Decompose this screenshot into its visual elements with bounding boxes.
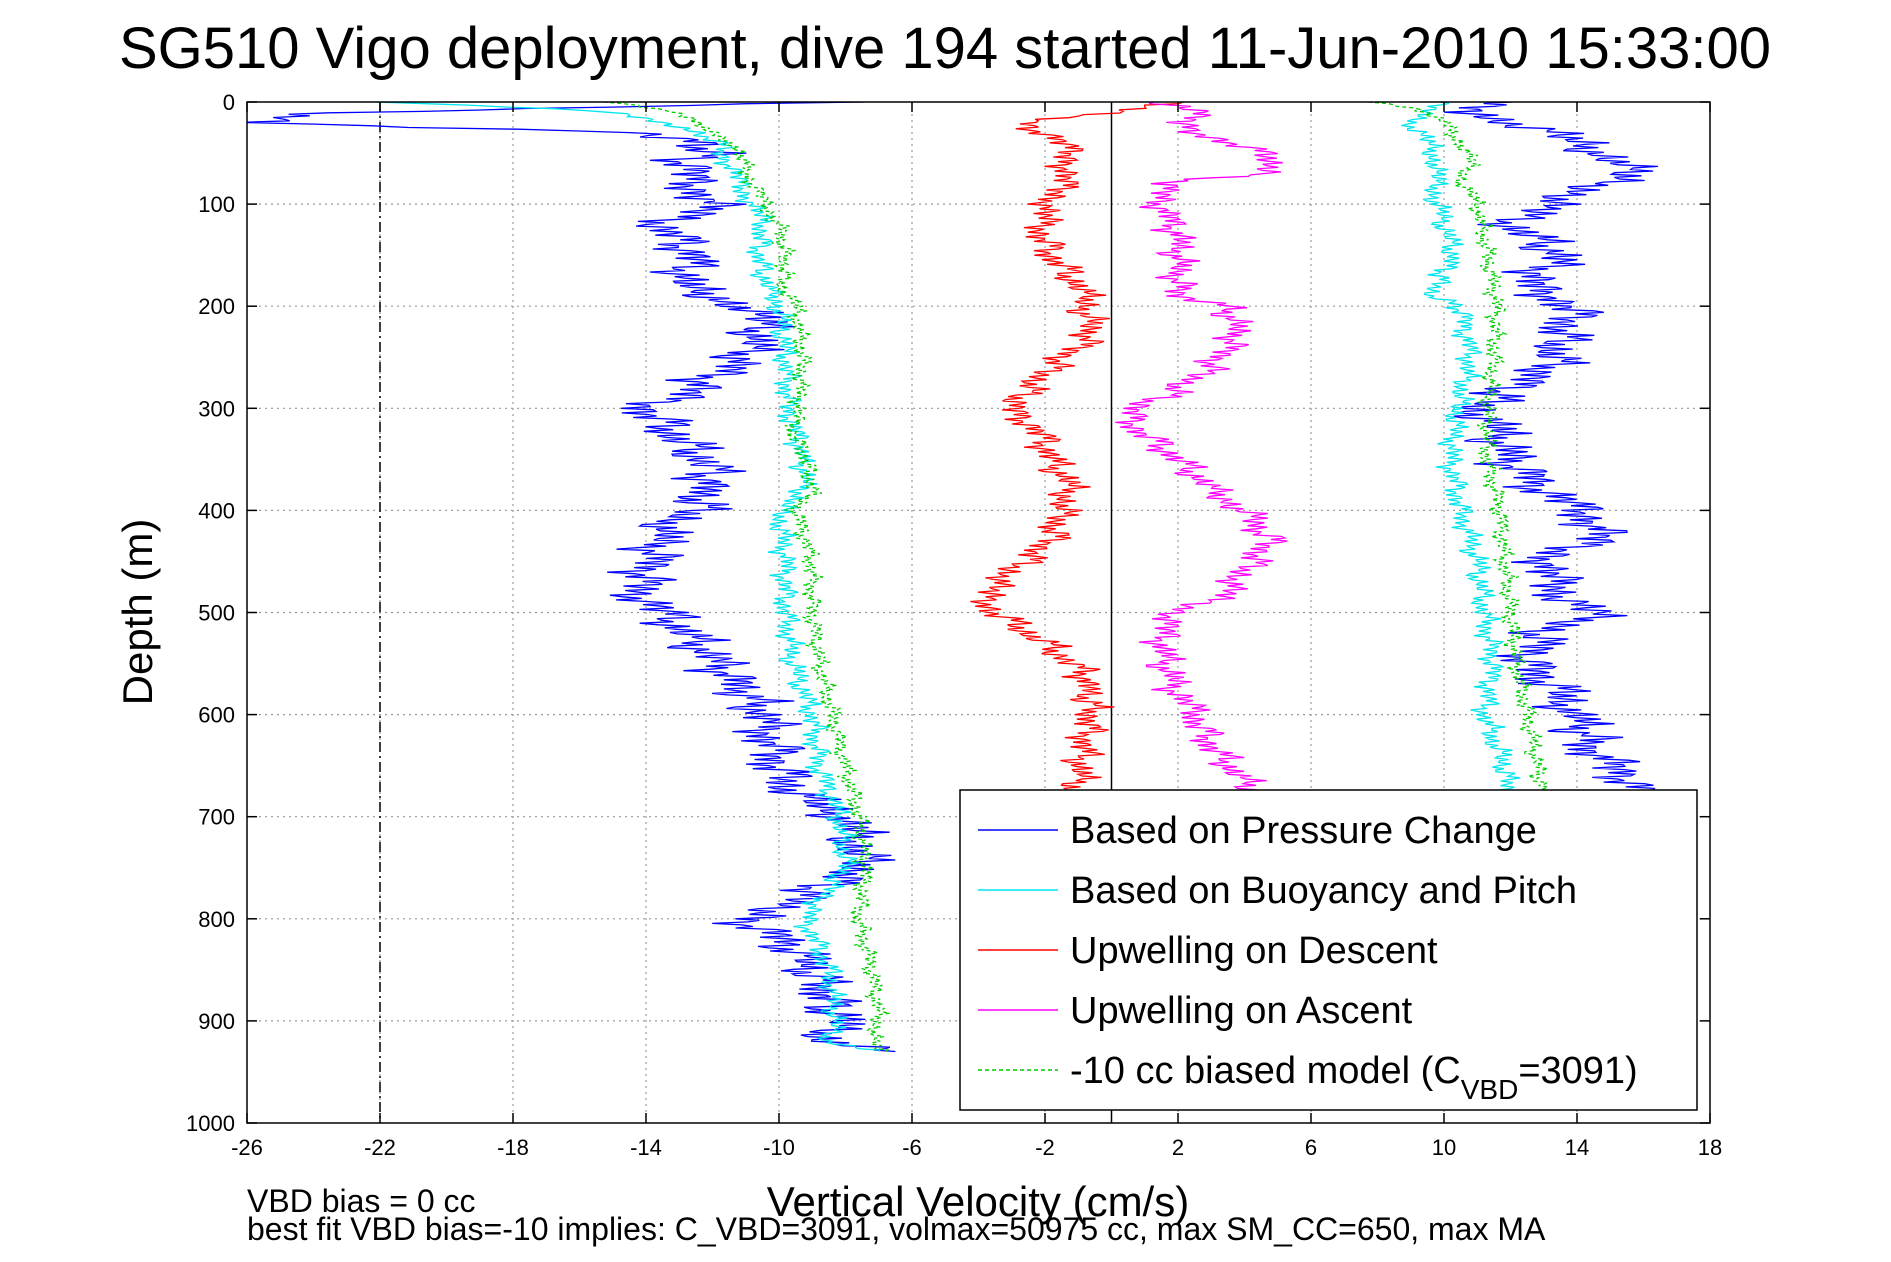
series-line: [1401, 102, 1521, 797]
y-tick-label: 1000: [186, 1111, 235, 1136]
x-tick-label: -22: [364, 1135, 396, 1160]
series-line: [603, 102, 891, 1053]
x-ticks: -26 -22 -18 -14 -10 -6 -2 2 6 10 14 18: [231, 102, 1722, 1160]
y-ticks: 0 100 200 300 400 500 600 700 800 900 1000: [186, 90, 1710, 1136]
x-tick-label: -6: [902, 1135, 922, 1160]
y-tick-label: 800: [198, 907, 235, 932]
legend-label: Based on Buoyancy and Pitch: [1070, 870, 1577, 912]
legend-box: [959, 789, 1698, 1111]
x-axis-label: Vertical Velocity (cm/s): [767, 1178, 1189, 1225]
y-tick-label: 100: [198, 192, 235, 217]
y-tick-label: 300: [198, 396, 235, 421]
chart-title: SG510 Vigo deployment, dive 194 started …: [119, 16, 1771, 81]
x-tick-label: 18: [1698, 1135, 1722, 1160]
series-line: [1444, 102, 1679, 797]
x-tick-label: -18: [497, 1135, 529, 1160]
y-axis-label: Depth (m): [114, 519, 161, 706]
legend-label: Upwelling on Descent: [1070, 930, 1438, 972]
y-tick-label: 900: [198, 1009, 235, 1034]
annotation-best-fit: best fit VBD bias=-10 implies: C_VBD=309…: [247, 1211, 1546, 1247]
legend-label: Based on Pressure Change: [1070, 810, 1537, 852]
x-tick-label: -26: [231, 1135, 263, 1160]
legend: Based on Pressure Change Based on Buoyanc…: [959, 789, 1698, 1111]
y-tick-label: 500: [198, 601, 235, 626]
x-tick-label: 10: [1432, 1135, 1456, 1160]
y-tick-label: 700: [198, 805, 235, 830]
x-tick-label: -2: [1035, 1135, 1055, 1160]
series-line: [247, 102, 896, 1053]
x-tick-label: -14: [630, 1135, 662, 1160]
y-tick-label: 200: [198, 294, 235, 319]
x-tick-label: -10: [763, 1135, 795, 1160]
series-group: [247, 102, 1679, 1053]
x-tick-label: 14: [1565, 1135, 1589, 1160]
y-tick-label: 600: [198, 703, 235, 728]
y-tick-label: 400: [198, 498, 235, 523]
series-line: [1115, 102, 1288, 797]
series-line: [375, 102, 882, 1052]
series-line: [1367, 102, 1551, 797]
x-tick-label: 6: [1305, 1135, 1317, 1160]
series-line: [970, 102, 1184, 797]
y-tick-label: 0: [223, 90, 235, 115]
legend-label: Upwelling on Ascent: [1070, 990, 1413, 1032]
x-tick-label: 2: [1172, 1135, 1184, 1160]
annotation-vbd-bias: VBD bias = 0 cc: [247, 1183, 476, 1219]
